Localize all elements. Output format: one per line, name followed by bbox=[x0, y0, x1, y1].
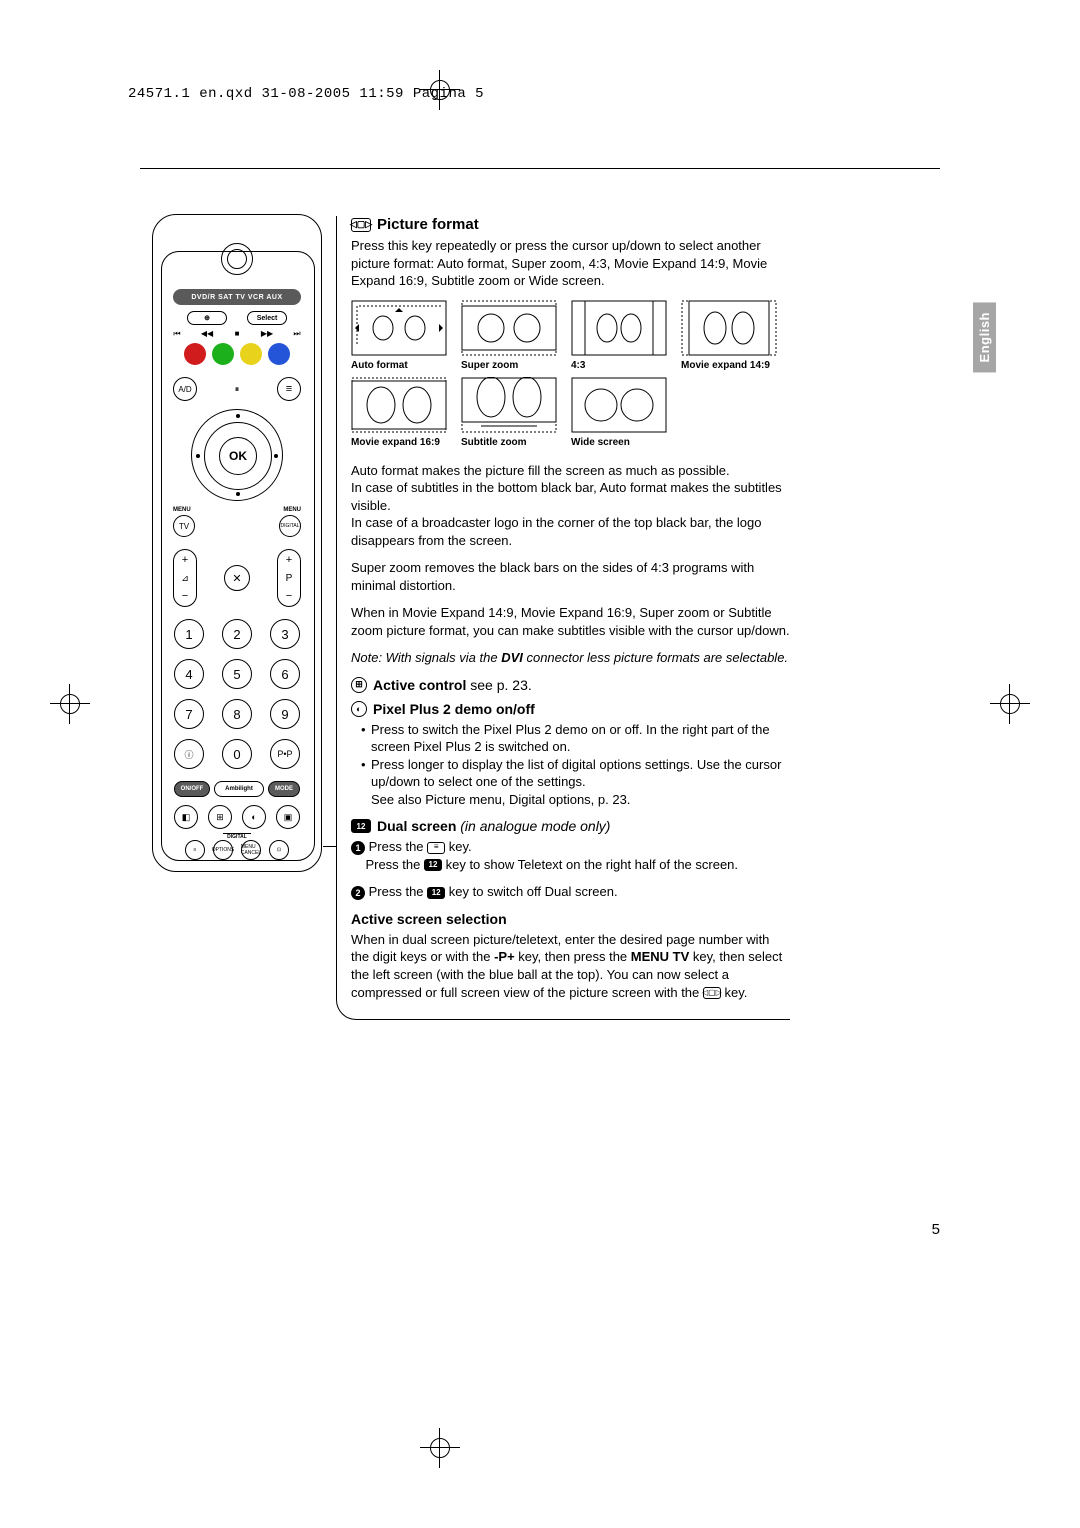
picture-format-heading: ◁▢▷ Picture format bbox=[351, 216, 790, 233]
cropmark-left bbox=[50, 684, 90, 724]
dual-step2: 2 Press the 12 key to switch off Dual sc… bbox=[351, 883, 790, 901]
ok-ring: OK bbox=[191, 409, 283, 501]
cropmark-top bbox=[420, 70, 460, 110]
cropmark-bottom bbox=[420, 1428, 460, 1468]
pixel-heading: ◐ Pixel Plus 2 demo on/off bbox=[351, 701, 790, 717]
language-tab: English bbox=[973, 302, 996, 372]
pf-note: Note: With signals via the DVI connector… bbox=[351, 650, 790, 665]
dual-key-icon: 12 bbox=[427, 887, 445, 899]
content-panel: ◁▢▷ Picture format Press this key repeat… bbox=[336, 216, 790, 1020]
pf-p1: Auto format makes the picture fill the s… bbox=[351, 462, 790, 550]
top-rule bbox=[140, 168, 940, 169]
pf-p3: When in Movie Expand 14:9, Movie Expand … bbox=[351, 604, 790, 639]
formats-grid: Auto format Super zoom 4:3 Movie expand … bbox=[351, 300, 790, 448]
dual-icon: 12 bbox=[351, 819, 371, 833]
cropmark-right bbox=[990, 684, 1030, 724]
active-screen-p: When in dual screen picture/teletext, en… bbox=[351, 931, 790, 1001]
active-control-icon: ⊞ bbox=[351, 677, 367, 693]
pixel-bullets: Press to switch the Pixel Plus 2 demo on… bbox=[351, 721, 790, 809]
dual-heading: 12 Dual screen (in analogue mode only) bbox=[351, 818, 790, 834]
active-screen-heading: Active screen selection bbox=[351, 911, 790, 927]
dual-key-icon: 12 bbox=[424, 859, 442, 871]
pixel-icon: ◐ bbox=[351, 701, 367, 717]
active-control-heading: ⊞ Active control see p. 23. bbox=[351, 677, 790, 693]
page-number: 5 bbox=[932, 1221, 940, 1238]
format-icon: ◁▢▷ bbox=[351, 218, 371, 232]
pf-intro: Press this key repeatedly or press the c… bbox=[351, 237, 790, 290]
format-key-icon: ◁▢▷ bbox=[703, 987, 721, 999]
pf-p2: Super zoom removes the black bars on the… bbox=[351, 559, 790, 594]
dual-step1: 1 Press the ≡ key. Press the 12 key to s… bbox=[351, 838, 790, 873]
teletext-icon: ≡ bbox=[427, 842, 445, 854]
remote-illustration: DVD/R SAT TV VCR AUX ⊕ Select ⏮◀◀■▶▶⏭ A/… bbox=[152, 214, 322, 872]
